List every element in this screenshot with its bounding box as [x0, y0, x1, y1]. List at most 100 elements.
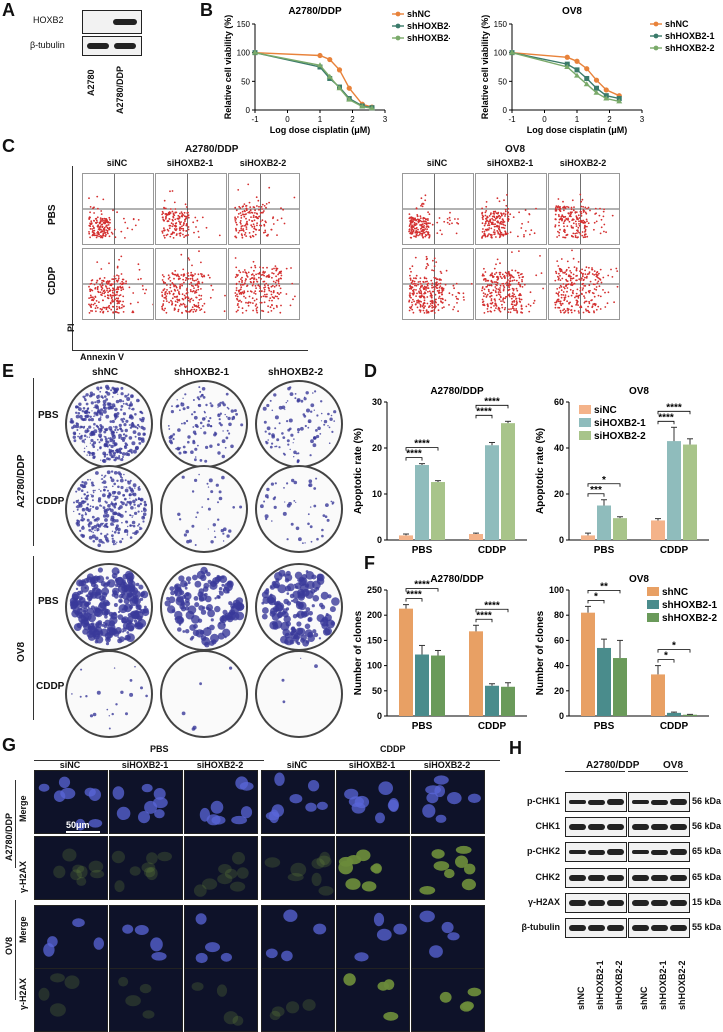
x-tick-label: 2 [350, 115, 355, 124]
flow-col-label: siHOXB2-1 [155, 158, 225, 168]
blot-band [632, 900, 649, 906]
blot-band [569, 800, 586, 804]
x-tick-label: 3 [383, 115, 388, 124]
blot-size-label: 15 kDa [692, 897, 721, 907]
chart-title: OV8 [629, 386, 649, 397]
bar [667, 441, 681, 540]
panel-g-group-label: OV8 [4, 937, 14, 955]
bar [399, 535, 413, 540]
confocal-image [336, 836, 410, 900]
blot-row-label: p-CHK1 [508, 796, 560, 806]
confocal-image [109, 836, 183, 900]
panel-g-cond-label: PBS [150, 744, 169, 754]
bar [415, 465, 429, 540]
y-tick-label: 80 [554, 610, 564, 620]
western-blot-strip [565, 868, 627, 888]
legend-label: shHOXB2-2 [407, 33, 450, 43]
blot-band [569, 925, 586, 931]
x-tick-label: -1 [508, 115, 516, 124]
blot-band [588, 875, 605, 881]
legend-label: shHOXB2-1 [665, 31, 715, 41]
confocal-image [411, 836, 485, 900]
panel-g-row-label: γ-H2AX [18, 861, 28, 893]
sig-label: **** [484, 600, 500, 611]
legend-label: shHOXB2-2 [662, 613, 717, 624]
blot-band [632, 875, 649, 881]
confocal-image [184, 770, 258, 834]
panel-g-col-label: siHOXB2-2 [184, 760, 256, 770]
y-axis-label: Relative cell viability (%) [480, 15, 490, 120]
confocal-image [261, 968, 335, 1032]
panel-e-row-label: CDDP [36, 681, 64, 692]
flow-plot [155, 248, 227, 320]
data-point [574, 59, 579, 64]
bar [431, 482, 445, 540]
y-tick-label: 0 [246, 106, 251, 115]
western-blot-strip [565, 918, 627, 938]
flow-plot [548, 248, 620, 320]
x-tick-label: 1 [575, 115, 580, 124]
panel-h-group-label: OV8 [663, 760, 683, 771]
flow-plot [228, 173, 300, 245]
legend-label: shNC [662, 587, 688, 598]
legend-marker [654, 22, 659, 27]
data-point [317, 53, 322, 58]
western-blot-hoxb2 [82, 10, 142, 34]
x-tick-label: PBS [412, 721, 433, 732]
confocal-image [184, 905, 258, 969]
flow-plot [475, 248, 547, 320]
panel-e-group-label: A2780/DDP [16, 455, 27, 508]
flow-col-label: siHOXB2-2 [548, 158, 618, 168]
blot-size-label: 56 kDa [692, 821, 721, 831]
series-line [255, 53, 372, 107]
y-tick-label: 250 [367, 585, 382, 595]
scale-bar-label: 50μm [66, 820, 90, 830]
y-tick-label: 0 [559, 535, 564, 545]
x-tick-label: 0 [542, 115, 547, 124]
bar [597, 506, 611, 541]
data-point [337, 67, 342, 72]
legend-label: shHOXB2-1 [662, 600, 717, 611]
panel-a-label: A [2, 0, 15, 21]
y-axis-label: Apoptotic rate (%) [535, 428, 546, 514]
sig-label: **** [476, 610, 492, 621]
panel-h-group-label: A2780/DDP [586, 760, 639, 771]
confocal-image [261, 905, 335, 969]
flow-plot [475, 173, 547, 245]
blot-lane-label: shNC [576, 986, 586, 1010]
blot-row-label: γ-H2AX [508, 897, 560, 907]
colony-dish [160, 563, 248, 651]
chart-title: A2780/DDP [430, 574, 484, 585]
legend-label: siNC [594, 405, 617, 416]
confocal-image [336, 905, 410, 969]
confocal-image [34, 968, 108, 1032]
legend-swatch [579, 405, 591, 414]
blot-band [569, 900, 586, 906]
y-tick-label: 150 [494, 20, 508, 29]
sig-label: **** [658, 412, 674, 423]
flow-col-label: siHOXB2-2 [228, 158, 298, 168]
annexin-axis-arrow [72, 350, 308, 351]
panel-g-label: G [2, 735, 16, 756]
colony-dish [65, 563, 153, 651]
y-axis-label: Relative cell viability (%) [223, 15, 233, 120]
colony-dish [160, 380, 248, 468]
legend-swatch [647, 587, 659, 596]
bar [581, 613, 595, 716]
blot-band [651, 850, 668, 855]
blot-band [607, 875, 624, 881]
confocal-image [184, 836, 258, 900]
western-blot-strip [628, 868, 690, 888]
legend-label: siHOXB2-1 [594, 418, 646, 429]
data-point [604, 87, 609, 92]
panel-e-group-label: OV8 [16, 642, 27, 662]
x-tick-label: CDDP [478, 721, 507, 732]
panel-c-group-title: A2780/DDP [185, 144, 238, 155]
confocal-image [34, 905, 108, 969]
blot-band [588, 850, 605, 855]
western-blot-strip [565, 893, 627, 913]
legend-label: shNC [407, 9, 431, 19]
